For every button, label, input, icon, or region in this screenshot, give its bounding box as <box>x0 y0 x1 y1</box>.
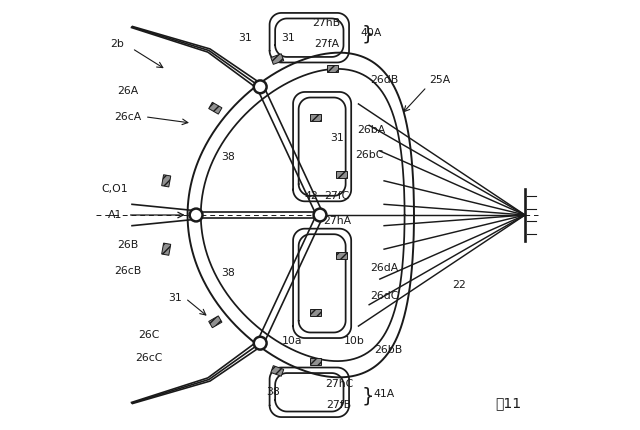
Polygon shape <box>209 316 222 328</box>
Text: 27fB: 27fB <box>326 400 352 410</box>
Polygon shape <box>310 114 321 121</box>
Text: 31: 31 <box>330 133 344 143</box>
Text: 38: 38 <box>221 267 235 278</box>
Polygon shape <box>271 366 284 376</box>
Text: 41A: 41A <box>374 390 395 399</box>
Text: 2b: 2b <box>110 39 124 49</box>
Circle shape <box>254 80 267 93</box>
Text: 26C: 26C <box>138 330 160 340</box>
Polygon shape <box>336 171 347 178</box>
Text: 27hA: 27hA <box>323 216 351 227</box>
Text: 10a: 10a <box>282 336 303 346</box>
Text: 31: 31 <box>238 33 252 43</box>
Text: 27hB: 27hB <box>312 18 340 28</box>
Text: 38: 38 <box>266 387 280 397</box>
Text: 26cB: 26cB <box>114 266 141 276</box>
Text: A1: A1 <box>108 210 122 220</box>
Text: 31: 31 <box>168 293 182 303</box>
Text: 10b: 10b <box>344 336 365 346</box>
Text: 26cC: 26cC <box>136 353 163 363</box>
Polygon shape <box>271 54 284 64</box>
Text: }: } <box>362 386 374 405</box>
Polygon shape <box>310 358 321 365</box>
Text: 26B: 26B <box>117 240 138 250</box>
Text: 27fC: 27fC <box>324 191 349 201</box>
Polygon shape <box>162 243 171 255</box>
Text: 26bB: 26bB <box>374 344 403 355</box>
Text: 38: 38 <box>221 152 235 162</box>
Text: 27fA: 27fA <box>314 39 339 49</box>
Polygon shape <box>336 252 347 259</box>
Text: 26dA: 26dA <box>370 264 398 273</box>
Circle shape <box>189 209 202 221</box>
Text: }: } <box>362 25 374 44</box>
Text: 26bC: 26bC <box>355 150 383 160</box>
Text: 26bA: 26bA <box>357 125 385 135</box>
Polygon shape <box>209 102 222 114</box>
Text: 31: 31 <box>281 33 295 43</box>
Text: C,O1: C,O1 <box>102 184 128 194</box>
Text: 27hC: 27hC <box>325 379 353 389</box>
Circle shape <box>254 337 267 350</box>
Text: 26A: 26A <box>117 86 138 96</box>
Text: 26cA: 26cA <box>114 112 141 122</box>
Text: 40A: 40A <box>360 28 382 38</box>
Circle shape <box>314 209 326 221</box>
Polygon shape <box>327 65 339 72</box>
Polygon shape <box>310 309 321 316</box>
Text: 25A: 25A <box>429 75 451 86</box>
Text: 22: 22 <box>452 280 466 291</box>
Text: 26dB: 26dB <box>370 75 398 86</box>
Polygon shape <box>162 175 171 187</box>
Text: 図11: 図11 <box>495 396 521 410</box>
Text: 42: 42 <box>305 191 318 201</box>
Text: 26dC: 26dC <box>370 291 398 301</box>
